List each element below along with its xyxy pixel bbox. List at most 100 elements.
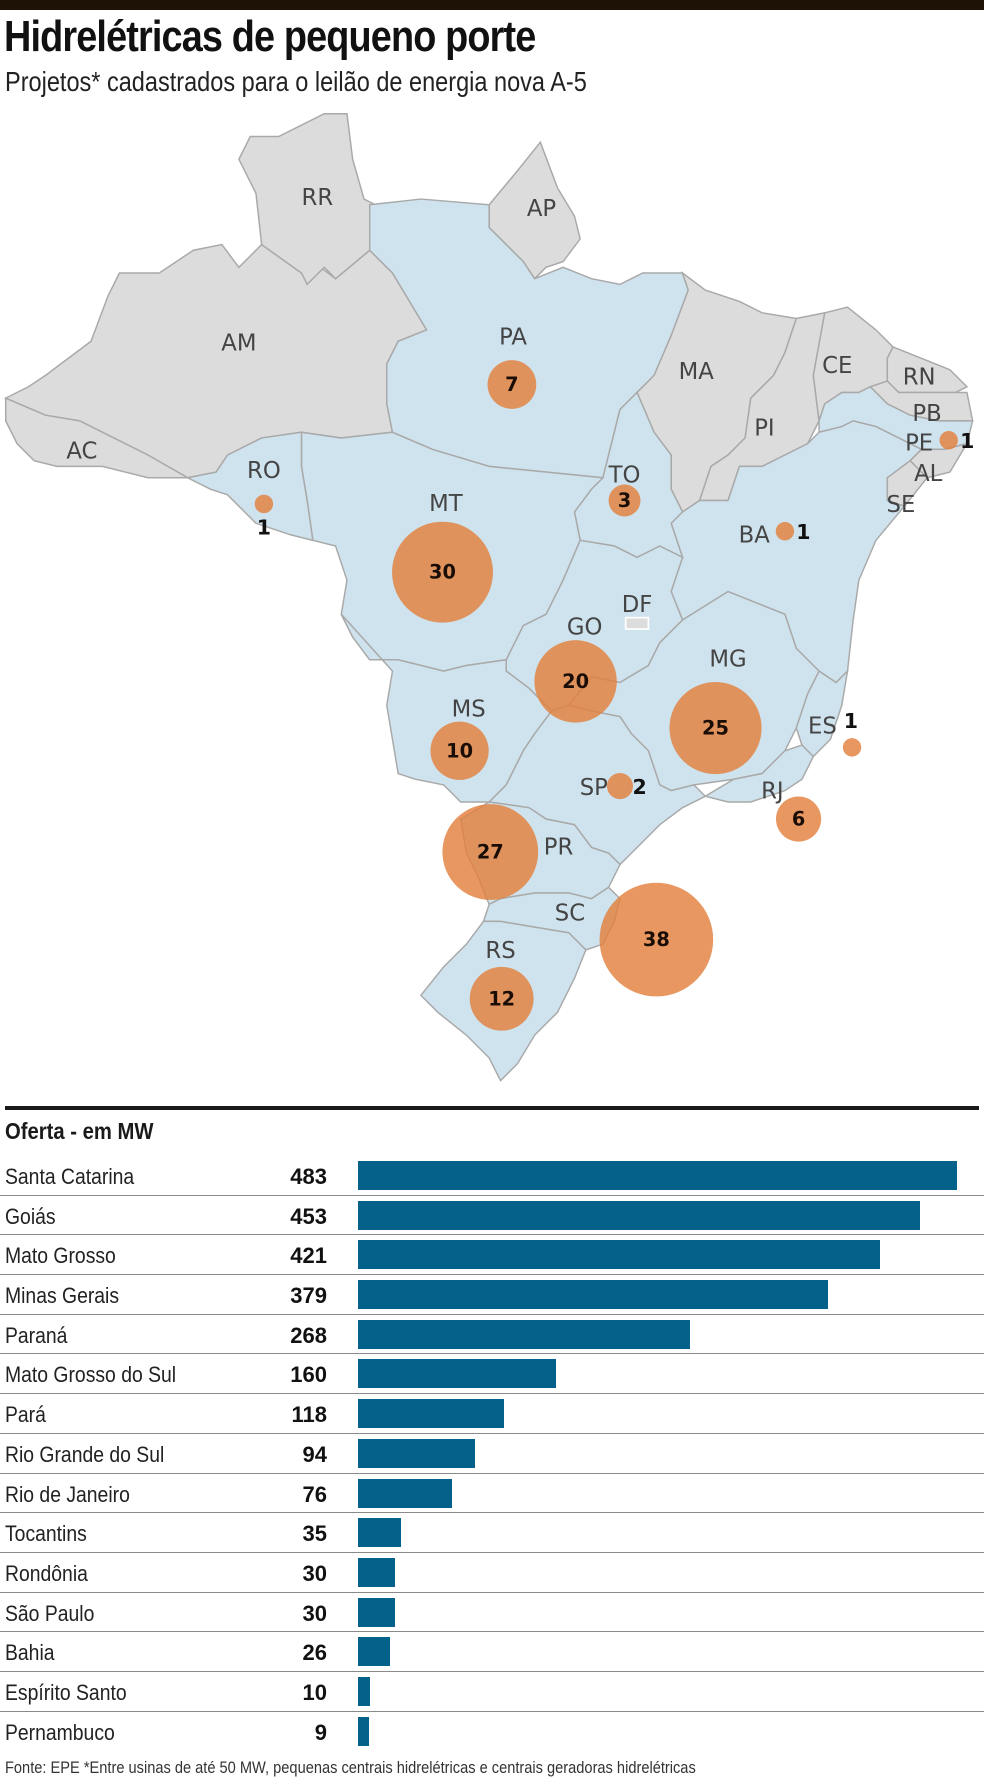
bar-row: Pará 118 <box>0 1394 984 1434</box>
state-label-mt: MT <box>429 491 463 517</box>
bar <box>358 1716 370 1746</box>
bubble-count-sp: 2 <box>632 775 646 799</box>
bubble-count-mg: 25 <box>702 717 729 740</box>
page-subtitle: Projetos* cadastrados para o leilão de e… <box>5 66 587 97</box>
state-sp <box>487 704 707 866</box>
state-label-rn: RN <box>903 364 936 390</box>
state-label-ro: RO <box>247 458 281 484</box>
bar-value: 30 <box>302 1600 327 1626</box>
footer-source: Fonte: EPE *Entre usinas de até 50 MW, p… <box>5 1758 696 1777</box>
bar-label: Paraná <box>5 1322 68 1348</box>
bubble-ms <box>430 721 489 780</box>
bubble-es <box>842 738 862 757</box>
state-label-ac: AC <box>66 438 97 464</box>
bubble-rj <box>775 796 822 842</box>
bubble-ro <box>254 494 274 514</box>
bar <box>358 1518 402 1548</box>
state-label-to: TO <box>608 462 641 488</box>
state-df <box>624 616 650 630</box>
bar-label: Rondônia <box>5 1560 88 1586</box>
bubble-go <box>534 640 617 723</box>
bar-value: 10 <box>302 1679 327 1705</box>
bar-value: 268 <box>290 1322 327 1348</box>
bubble-count-pr: 27 <box>477 841 504 864</box>
bar-value: 30 <box>302 1560 327 1586</box>
bar-row: Bahia 26 <box>0 1632 984 1672</box>
bar <box>358 1676 371 1706</box>
bubble-rs <box>469 966 534 1031</box>
bar-row: Mato Grosso do Sul 160 <box>0 1354 984 1395</box>
bubble-count-mt: 30 <box>429 561 456 584</box>
bar <box>358 1240 881 1270</box>
state-label-rs: RS <box>485 938 515 964</box>
bar <box>358 1319 691 1349</box>
bar <box>358 1200 920 1230</box>
bubble-pa <box>487 360 537 409</box>
bubble-sc <box>599 882 714 997</box>
brazil-map: RR AP AM PA MA CE RN PB PE PI AL SE AC RO MT TO BA DF GO MG… <box>3 113 974 1082</box>
state-ro <box>185 431 314 542</box>
bar <box>358 1161 957 1190</box>
top-rule <box>0 0 984 10</box>
bubble-count-es: 1 <box>844 709 858 733</box>
state-label-sc: SC <box>555 900 585 926</box>
state-label-pi: PI <box>754 416 774 442</box>
state-label-rj: RJ <box>761 779 784 805</box>
bar-row: Santa Catarina 483 <box>0 1156 984 1196</box>
bar <box>358 1438 475 1468</box>
bar-value: 9 <box>314 1719 327 1745</box>
bar-label: Santa Catarina <box>5 1164 135 1189</box>
bar-chart: Santa Catarina 483 Goiás 453 Mato Grosso 421 M… <box>0 1156 984 1751</box>
bar-label: Tocantins <box>5 1521 87 1547</box>
bar-value: 118 <box>291 1402 328 1428</box>
state-label-am: AM <box>221 330 256 356</box>
state-label-df: DF <box>622 592 653 618</box>
bar-row: Mato Grosso 421 <box>0 1235 984 1276</box>
state-label-pe: PE <box>905 430 933 456</box>
bubble-pe <box>939 431 958 450</box>
bar-row: Goiás 453 <box>0 1196 984 1236</box>
state-label-ms: MS <box>452 697 486 723</box>
bar <box>358 1597 396 1627</box>
bar <box>358 1557 396 1587</box>
bar-value: 453 <box>290 1203 327 1229</box>
chart-divider <box>5 1106 979 1110</box>
state-label-pb: PB <box>912 401 941 427</box>
state-label-se: SE <box>887 492 916 518</box>
state-label-pa: PA <box>499 325 527 351</box>
bubble-count-to: 3 <box>618 489 631 512</box>
bubble-to <box>608 484 641 517</box>
bar-value: 35 <box>302 1521 327 1547</box>
page-title: Hidrelétricas de pequeno porte <box>4 12 536 61</box>
bubble-pr <box>442 804 539 900</box>
bar-label: São Paulo <box>5 1600 95 1626</box>
bar-label: Pará <box>5 1402 46 1428</box>
bar-label: Rio Grande do Sul <box>5 1441 165 1467</box>
bubble-count-sc: 38 <box>643 928 670 951</box>
bar-row: Rio Grande do Sul 94 <box>0 1434 984 1474</box>
state-label-go: GO <box>567 615 603 641</box>
bar-value: 483 <box>290 1164 327 1189</box>
bar <box>358 1359 557 1389</box>
bar-value: 421 <box>290 1243 327 1269</box>
bubble-count-ms: 10 <box>446 739 473 762</box>
state-label-es: ES <box>808 714 837 740</box>
state-label-ba: BA <box>739 523 771 549</box>
bar-row: Tocantins 35 <box>0 1513 984 1553</box>
bubble-count-pa: 7 <box>505 373 518 396</box>
state-label-rr: RR <box>302 185 334 211</box>
bubble-mt <box>392 521 493 623</box>
bar-value: 160 <box>290 1362 327 1388</box>
bar-row: Pernambuco 9 <box>0 1712 984 1752</box>
bar-value: 76 <box>302 1481 327 1507</box>
bubble-mg <box>669 681 762 775</box>
bar-row: Espírito Santo 10 <box>0 1672 984 1712</box>
bubble-count-rj: 6 <box>792 808 805 831</box>
bar-row: São Paulo 30 <box>0 1593 984 1633</box>
bar-label: Minas Gerais <box>5 1283 120 1309</box>
state-es <box>795 668 849 758</box>
bubble-sp <box>606 773 634 800</box>
chart-title: Oferta - em MW <box>5 1118 154 1144</box>
bar-value: 94 <box>302 1441 327 1467</box>
bar-row: Paraná 268 <box>0 1315 984 1355</box>
